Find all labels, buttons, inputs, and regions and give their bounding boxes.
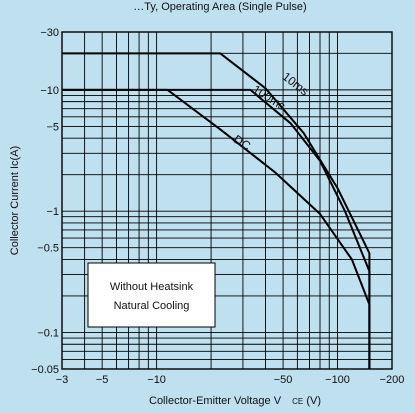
legend-rect [87, 262, 216, 328]
y-axis-label: Collector Current Ic(A) [9, 146, 21, 255]
soa-curves [62, 52, 371, 369]
y-tick-label-5: −0.1 [37, 327, 59, 339]
curve-label-DC: DC [231, 132, 253, 153]
x-tick-label-0: −3 [56, 374, 69, 386]
x-axis-label-main: Collector-Emitter Voltage V [149, 395, 282, 407]
x-axis-label-unit: (V) [306, 395, 321, 407]
x-tick-label-4: −100 [325, 374, 350, 386]
curve-100ms [62, 88, 371, 369]
x-tick-labels: −3 −5 −10 −50 −100 −200 [56, 374, 405, 386]
y-tick-label-2: −5 [46, 121, 59, 133]
legend-box: Without Heatsink Natural Cooling [87, 262, 216, 328]
x-axis-label-sub: CE [292, 397, 303, 406]
curve-label-10ms: 10ms [280, 69, 312, 98]
y-tick-labels: −30 −10 −5 −1 −0.5 −0.1 −0.05 [31, 27, 59, 376]
y-tick-label-3: −1 [46, 206, 59, 218]
legend-line-2: Natural Cooling [114, 300, 190, 312]
grid-lines [61, 31, 393, 370]
x-tick-label-5: −200 [380, 374, 405, 386]
y-tick-label-1: −10 [40, 85, 59, 97]
legend-line-1: Without Heatsink [110, 281, 194, 293]
chart-title-fragment: …Ty, Operating Area (Single Pulse) [133, 1, 306, 13]
plot-frame [61, 31, 393, 370]
curve-10ms [62, 52, 371, 369]
x-tick-label-1: −5 [96, 374, 109, 386]
curve-DC [62, 88, 371, 369]
x-tick-label-2: −10 [147, 374, 166, 386]
y-tick-label-6: −0.05 [31, 364, 59, 376]
y-tick-label-0: −30 [40, 27, 59, 39]
y-tick-label-4: −0.5 [37, 243, 59, 255]
x-axis-label: Collector-Emitter Voltage V CE (V) [149, 395, 321, 407]
x-tick-label-3: −50 [274, 374, 293, 386]
